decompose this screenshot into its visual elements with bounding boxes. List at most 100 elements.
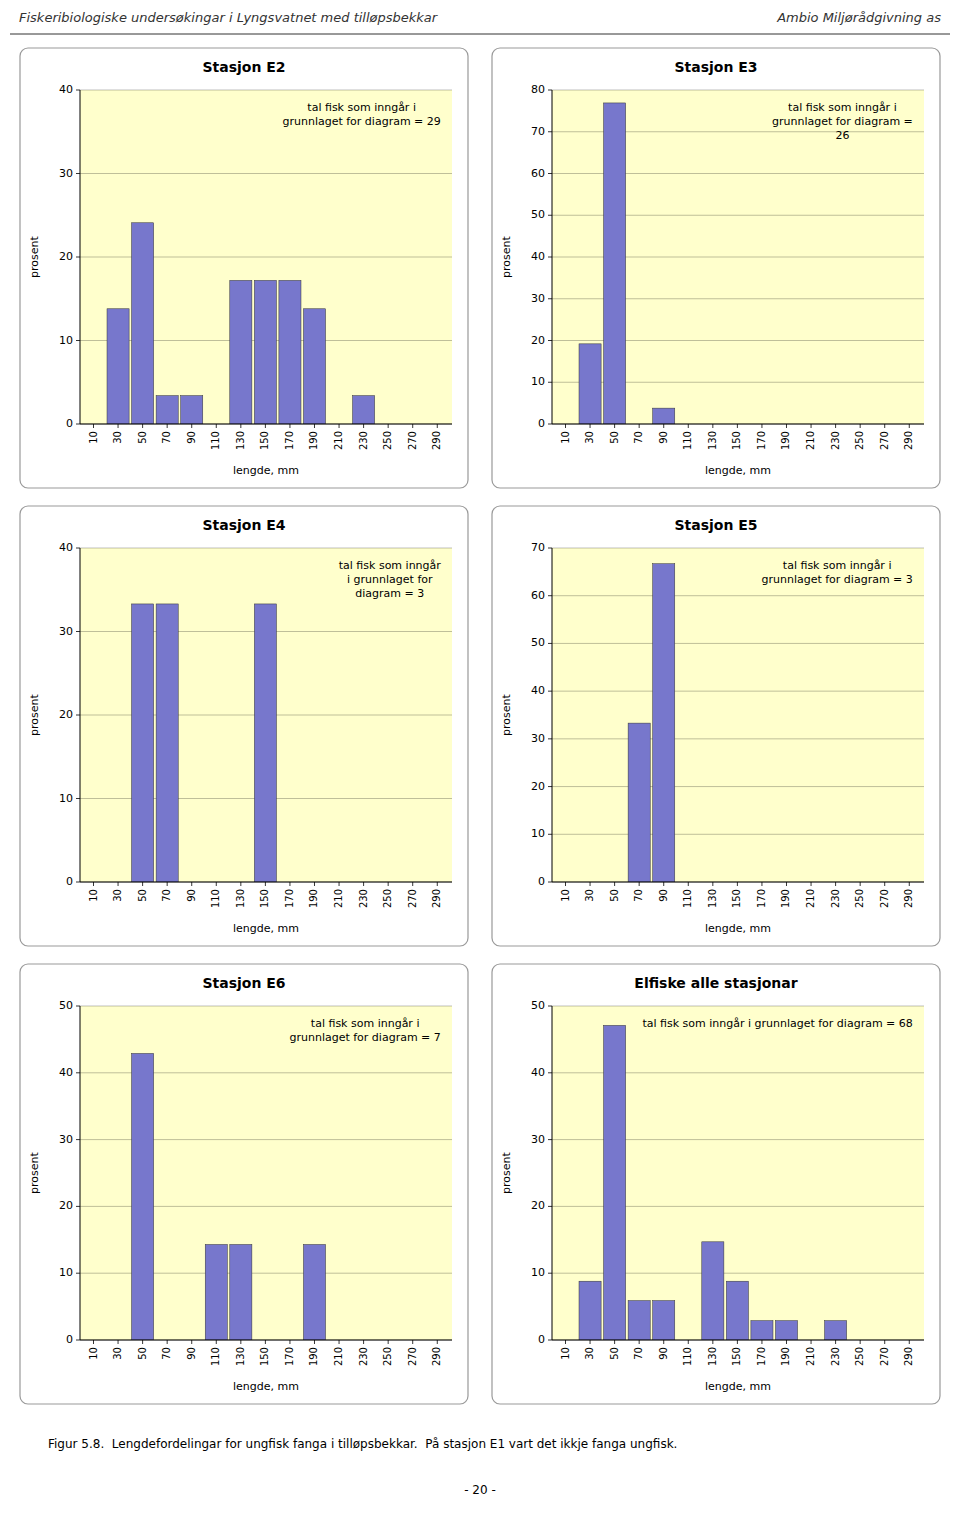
grid-line xyxy=(80,1340,452,1341)
bar xyxy=(156,604,178,882)
x-tick-label: 10 xyxy=(88,1347,99,1360)
y-tick xyxy=(548,340,552,341)
x-tick-label: 190 xyxy=(780,431,791,450)
x-tick xyxy=(93,882,94,886)
annotation-line: grunnlaget for diagram = 7 xyxy=(289,1031,440,1044)
bar xyxy=(279,280,301,424)
y-tick-label: 10 xyxy=(531,827,545,840)
y-tick xyxy=(548,215,552,216)
annotation-line: diagram = 3 xyxy=(355,587,424,600)
x-tick xyxy=(265,424,266,428)
x-tick-label: 70 xyxy=(161,431,172,444)
header-rule xyxy=(10,34,950,35)
x-tick xyxy=(712,1340,713,1344)
panel: Stasjon E5010203040506070103050709011013… xyxy=(492,506,940,946)
x-tick-label: 150 xyxy=(259,889,270,908)
x-tick xyxy=(191,1340,192,1344)
annotation: tal fisk som inngår igrunnlaget for diag… xyxy=(772,101,913,142)
x-tick xyxy=(761,1340,762,1344)
annotation-line: tal fisk som inngår i xyxy=(307,101,416,114)
panel: Stasjon E3010203040506070801030507090110… xyxy=(492,48,940,488)
x-tick-label: 290 xyxy=(431,431,442,450)
x-tick xyxy=(811,1340,812,1344)
chart-title: Stasjon E4 xyxy=(202,517,285,533)
y-tick-label: 40 xyxy=(531,684,545,697)
x-axis-label: lengde, mm xyxy=(705,464,771,477)
y-tick-label: 70 xyxy=(531,125,545,138)
x-tick xyxy=(216,1340,217,1344)
x-tick xyxy=(761,424,762,428)
bar xyxy=(628,1301,650,1340)
x-tick-label: 130 xyxy=(235,1347,246,1366)
bar xyxy=(653,408,675,424)
y-tick-label: 10 xyxy=(531,375,545,388)
y-tick-label: 0 xyxy=(66,875,73,888)
bar xyxy=(230,280,252,424)
y-tick xyxy=(76,631,80,632)
x-tick xyxy=(216,882,217,886)
x-tick-label: 110 xyxy=(682,889,693,908)
x-tick xyxy=(314,424,315,428)
x-tick xyxy=(688,882,689,886)
y-tick-label: 40 xyxy=(59,83,73,96)
y-tick xyxy=(548,882,552,883)
bars xyxy=(628,564,675,882)
x-tick-label: 30 xyxy=(584,1347,595,1360)
y-tick xyxy=(548,257,552,258)
x-tick-label: 110 xyxy=(682,431,693,450)
x-tick-label: 10 xyxy=(88,889,99,902)
x-tick xyxy=(909,882,910,886)
x-tick-label: 50 xyxy=(609,431,620,444)
x-tick xyxy=(712,882,713,886)
x-tick-label: 210 xyxy=(805,431,816,450)
x-tick xyxy=(437,424,438,428)
x-tick-label: 210 xyxy=(333,1347,344,1366)
x-tick xyxy=(167,882,168,886)
y-axis-line xyxy=(80,1006,81,1340)
bar xyxy=(181,396,203,424)
y-tick-label: 40 xyxy=(531,250,545,263)
y-tick xyxy=(548,1006,552,1007)
y-tick xyxy=(76,90,80,91)
x-tick xyxy=(314,882,315,886)
y-tick-label: 10 xyxy=(59,334,73,347)
x-tick xyxy=(265,1340,266,1344)
x-tick-label: 270 xyxy=(879,1347,890,1366)
y-tick-label: 20 xyxy=(531,1199,545,1212)
y-tick xyxy=(76,715,80,716)
panel-border xyxy=(20,506,468,946)
x-tick-label: 250 xyxy=(854,1347,865,1366)
bar xyxy=(353,396,375,424)
x-tick xyxy=(835,1340,836,1344)
x-tick xyxy=(590,424,591,428)
x-tick xyxy=(811,424,812,428)
bars xyxy=(579,1025,847,1340)
y-tick xyxy=(548,1340,552,1341)
grid-line xyxy=(552,1006,924,1007)
y-tick xyxy=(548,595,552,596)
x-tick-label: 270 xyxy=(879,889,890,908)
plot-background xyxy=(552,548,924,882)
y-tick-label: 50 xyxy=(531,999,545,1012)
x-tick xyxy=(737,1340,738,1344)
x-tick xyxy=(737,882,738,886)
page-number: - 20 - xyxy=(464,1483,496,1497)
panel-border xyxy=(492,48,940,488)
x-tick xyxy=(142,882,143,886)
x-tick xyxy=(663,882,664,886)
x-tick-label: 90 xyxy=(186,431,197,444)
bar xyxy=(751,1321,773,1340)
x-tick-label: 250 xyxy=(382,1347,393,1366)
annotation: tal fisk som inngår igrunnlaget for diag… xyxy=(282,101,440,128)
x-tick-label: 90 xyxy=(658,1347,669,1360)
x-tick-label: 30 xyxy=(584,431,595,444)
y-tick xyxy=(76,1273,80,1274)
y-tick-label: 30 xyxy=(531,1133,545,1146)
x-tick-label: 150 xyxy=(259,431,270,450)
bar xyxy=(579,344,601,424)
x-tick xyxy=(240,424,241,428)
y-tick-label: 80 xyxy=(531,83,545,96)
x-tick-label: 70 xyxy=(161,889,172,902)
x-tick-label: 130 xyxy=(707,431,718,450)
x-tick-label: 210 xyxy=(805,1347,816,1366)
